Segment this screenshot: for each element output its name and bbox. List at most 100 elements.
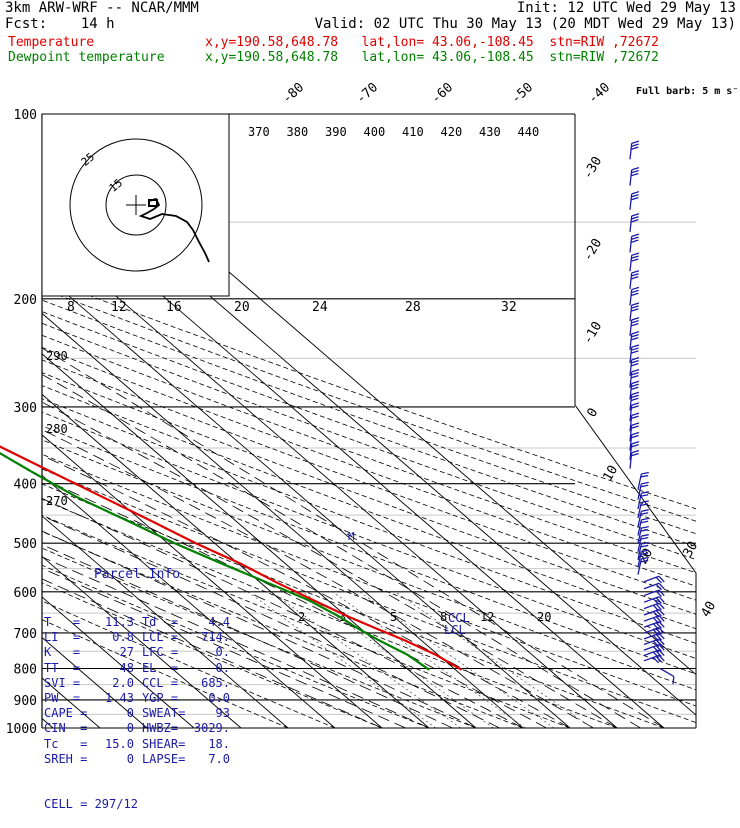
parcel-info-panel: Parcel Info T = 11.3 Td = 4.4 LI = 0.8 LCL = 71… xyxy=(44,537,230,811)
wind-barb-flag xyxy=(631,286,640,291)
wind-barb-flag xyxy=(641,471,649,475)
wind-barb xyxy=(629,317,640,336)
wind-barb-flag xyxy=(630,219,639,223)
wind-barb xyxy=(629,380,640,400)
dry-adiabat xyxy=(42,347,696,587)
hodograph-ring-25 xyxy=(69,138,203,272)
lcl-label: LCL xyxy=(444,623,466,637)
dry-adiabat xyxy=(42,334,696,574)
dry-adiabat xyxy=(42,359,696,601)
parcel-param-label: HWBZ= xyxy=(141,721,179,736)
temperature-side-tick-label: 0 xyxy=(584,406,601,420)
wind-barb-flag xyxy=(631,356,640,361)
wind-barb xyxy=(637,541,649,560)
parcel-param-label: TT = xyxy=(44,660,81,675)
pressure-tick-label: 1000 xyxy=(6,722,37,737)
wind-barb-flag xyxy=(640,536,649,540)
wind-speed-label: 12 xyxy=(111,300,127,315)
wind-barb-flag xyxy=(655,597,662,604)
wind-barb-flag xyxy=(631,255,639,259)
wind-barb-flag xyxy=(658,621,665,628)
wind-barb xyxy=(629,431,640,451)
parcel-info-row: K = 27 LFC = 0. xyxy=(44,645,230,660)
pressure-tick-label: 200 xyxy=(14,293,37,308)
wind-barb xyxy=(629,286,640,306)
temperature-side-tick-label: -10 xyxy=(580,319,605,347)
parcel-param-value: 0. xyxy=(215,645,230,660)
parcel-info-title: Parcel Info xyxy=(93,567,181,583)
parcel-param-label: T = xyxy=(44,615,81,630)
wind-barb xyxy=(637,471,649,490)
wind-speed-label: 16 xyxy=(166,300,182,315)
wind-barb-flag xyxy=(658,589,665,597)
dry-adiabat xyxy=(42,311,696,547)
wind-barb-flag xyxy=(655,576,662,584)
wind-barb xyxy=(637,517,649,536)
wind-barb-flag xyxy=(640,512,649,515)
wind-barb-flag xyxy=(658,596,665,603)
hodograph-storm-motion-box xyxy=(148,199,158,207)
wind-barb-flag xyxy=(631,236,639,240)
wind-barb-flag xyxy=(631,166,640,171)
wind-barb-flag xyxy=(630,292,639,297)
dewpoint-profile xyxy=(0,451,430,671)
parcel-param-value: 714. xyxy=(201,630,230,645)
parcel-param-value: 0.8 xyxy=(112,630,134,645)
wind-barb-flag xyxy=(631,320,639,324)
wind-barb-flag xyxy=(630,239,639,243)
wind-speed-label: 32 xyxy=(501,300,517,315)
theta-e-label: 400 xyxy=(364,125,386,139)
hodograph: 15 25 xyxy=(41,113,230,297)
parcel-param-label: SVI = xyxy=(44,675,81,690)
moist-adiabat xyxy=(42,578,383,728)
wind-barb-flag xyxy=(640,552,649,556)
wind-barb xyxy=(643,589,665,598)
dry-adiabat xyxy=(42,468,696,723)
parcel-param-label: CAPE = xyxy=(44,706,88,721)
wind-barb-flag xyxy=(640,484,649,488)
wind-barb-flag xyxy=(631,317,640,321)
parcel-param-label: LFC = xyxy=(141,645,179,660)
wind-barb xyxy=(629,233,640,253)
wind-barb xyxy=(629,412,640,432)
parcel-param-value: 2.0 xyxy=(112,675,134,690)
wind-barb xyxy=(643,608,665,618)
wind-barb-flag xyxy=(641,526,649,529)
dry-adiabat xyxy=(42,425,696,675)
wind-barb xyxy=(629,391,640,411)
parcel-param-label: SREH = xyxy=(44,751,88,766)
pressure-tick-label: 400 xyxy=(14,478,37,493)
pressure-tick-label: 100 xyxy=(14,108,37,123)
temperature-top-tick-label: -40 xyxy=(586,80,613,107)
parcel-param-value: 0 xyxy=(126,751,134,766)
station-info-temperature: x,y=190.58,648.78 lat,lon= 43.06,-108.45… xyxy=(205,35,659,50)
wind-barb-flag xyxy=(630,350,639,354)
wind-barb-flag xyxy=(630,146,639,150)
wind-barb-flag xyxy=(631,383,639,388)
wind-barb-flag xyxy=(631,441,640,445)
dry-adiabat xyxy=(42,322,696,560)
m-marker-label: M xyxy=(348,530,355,543)
parcel-param-value: 7.0 xyxy=(208,751,230,766)
parcel-param-value: 48 xyxy=(119,660,134,675)
parcel-param-label: LI = xyxy=(44,630,81,645)
dry-adiabat xyxy=(42,411,696,659)
wind-barb-flag xyxy=(652,646,660,653)
wind-barb-flag xyxy=(630,323,639,327)
wind-barb-flag xyxy=(631,402,640,406)
parcel-param-value: 11.3 xyxy=(105,615,134,630)
parcel-info-row: T = 11.3 Td = 4.4 xyxy=(44,615,230,630)
moist-adiabat xyxy=(42,454,571,728)
wind-barb-flag xyxy=(640,494,649,497)
wind-barb xyxy=(637,534,649,552)
wind-barb-flag xyxy=(630,337,639,341)
wind-barb-flag xyxy=(655,616,662,623)
temperature-top-tick-label: -60 xyxy=(429,80,456,107)
wind-barb-flag xyxy=(631,169,639,174)
wind-barb-flag xyxy=(641,549,649,553)
forecast-hour: Fcst: 14 h xyxy=(5,16,115,32)
wind-barb-flag xyxy=(658,575,665,583)
wind-barb-flag xyxy=(658,638,665,646)
wind-barb-flag xyxy=(631,302,640,306)
wind-barb-flag xyxy=(631,434,639,439)
